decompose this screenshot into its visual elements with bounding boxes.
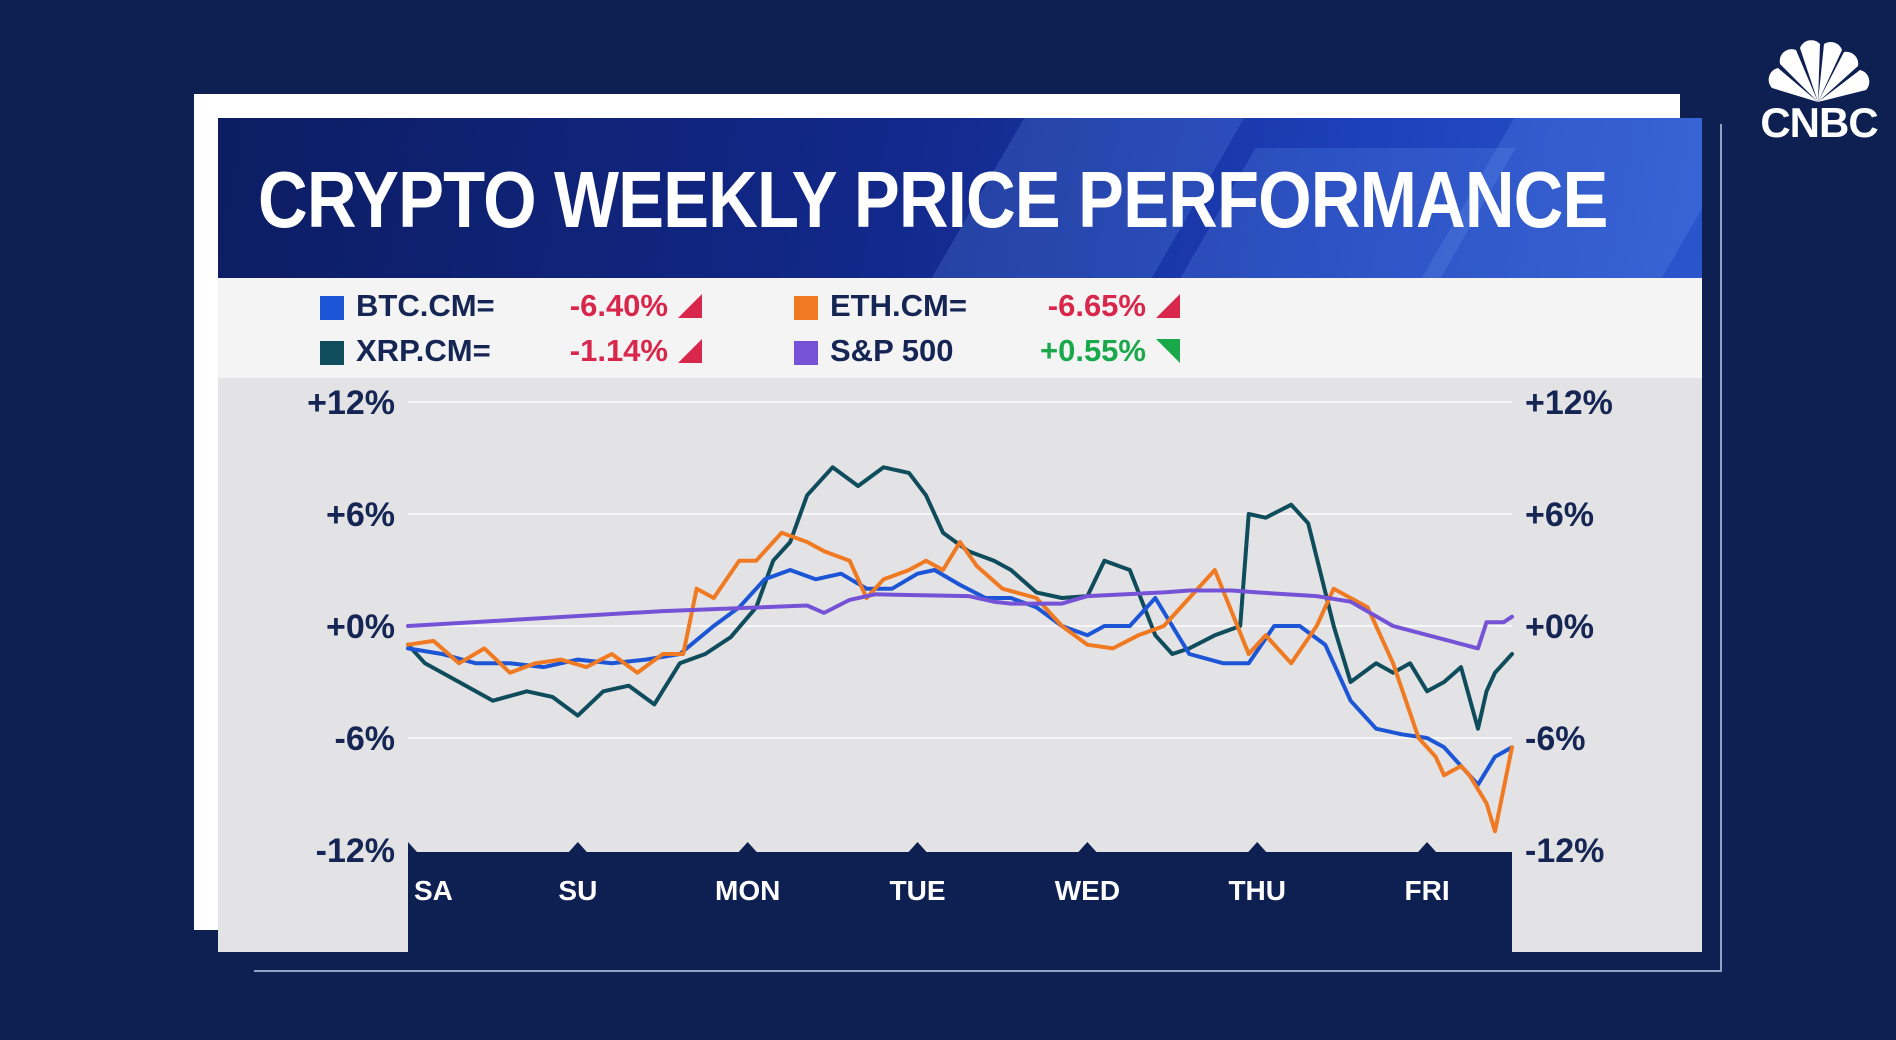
x-tick-marker — [568, 842, 587, 852]
x-tick-label: MON — [715, 875, 780, 906]
x-tick-label: FRI — [1405, 875, 1450, 906]
y-tick-label-right: -6% — [1525, 720, 1585, 758]
series-line-btc-cm — [406, 568, 1514, 787]
cnbc-peacock-icon — [1742, 16, 1894, 166]
x-tick-marker — [408, 842, 417, 852]
x-tick-marker — [908, 842, 927, 852]
x-tick-label: THU — [1228, 875, 1286, 906]
chart-title: CRYPTO WEEKLY PRICE PERFORMANCE — [258, 155, 1608, 244]
y-tick-label-right: +6% — [1525, 496, 1594, 534]
legend-swatch — [320, 341, 344, 365]
x-tick-marker — [738, 842, 757, 852]
chart-panel: CRYPTO WEEKLY PRICE PERFORMANCE — [218, 118, 1702, 952]
x-tick-marker — [1418, 842, 1437, 852]
x-tick-label: SA — [414, 875, 453, 906]
legend — [218, 278, 1702, 378]
legend-label: ETH.CM= — [830, 288, 967, 323]
down-triangle-icon — [678, 294, 702, 318]
y-tick-label-right: +0% — [1525, 608, 1594, 646]
legend-value: -6.65% — [1047, 288, 1146, 323]
legend-swatch — [794, 341, 818, 365]
y-tick-label-left: -6% — [335, 720, 395, 758]
title-banner: CRYPTO WEEKLY PRICE PERFORMANCE — [218, 118, 1702, 278]
legend-value: +0.55% — [1039, 333, 1146, 368]
x-tick-marker — [1248, 842, 1267, 852]
legend-label: BTC.CM= — [356, 288, 495, 323]
legend-value: -1.14% — [569, 333, 668, 368]
x-tick-label: WED — [1055, 875, 1120, 906]
legend-label: S&P 500 — [830, 333, 954, 368]
legend-label: XRP.CM= — [356, 333, 491, 368]
x-tick-label: TUE — [890, 875, 946, 906]
down-triangle-icon — [678, 339, 702, 363]
legend-value: -6.40% — [569, 288, 668, 323]
x-axis-band — [408, 852, 1512, 952]
down-triangle-icon — [1156, 294, 1180, 318]
y-tick-label-right: +12% — [1525, 384, 1613, 422]
x-tick-marker — [1078, 842, 1097, 852]
y-tick-label-left: +6% — [326, 496, 395, 534]
y-tick-label-left: +12% — [307, 384, 395, 422]
series-line-s-p-500 — [406, 588, 1514, 651]
card-outline — [254, 124, 1722, 972]
series-line-eth-cm — [406, 530, 1514, 834]
y-tick-label-right: -12% — [1525, 832, 1604, 870]
series-line-xrp-cm — [406, 465, 1514, 731]
y-tick-label-left: +0% — [326, 608, 395, 646]
up-triangle-icon — [1156, 339, 1180, 363]
y-tick-label-left: -12% — [316, 832, 395, 870]
x-tick-label: SU — [558, 875, 597, 906]
legend-swatch — [320, 296, 344, 320]
cnbc-wordmark: CNBC — [1760, 99, 1878, 146]
legend-swatch — [794, 296, 818, 320]
